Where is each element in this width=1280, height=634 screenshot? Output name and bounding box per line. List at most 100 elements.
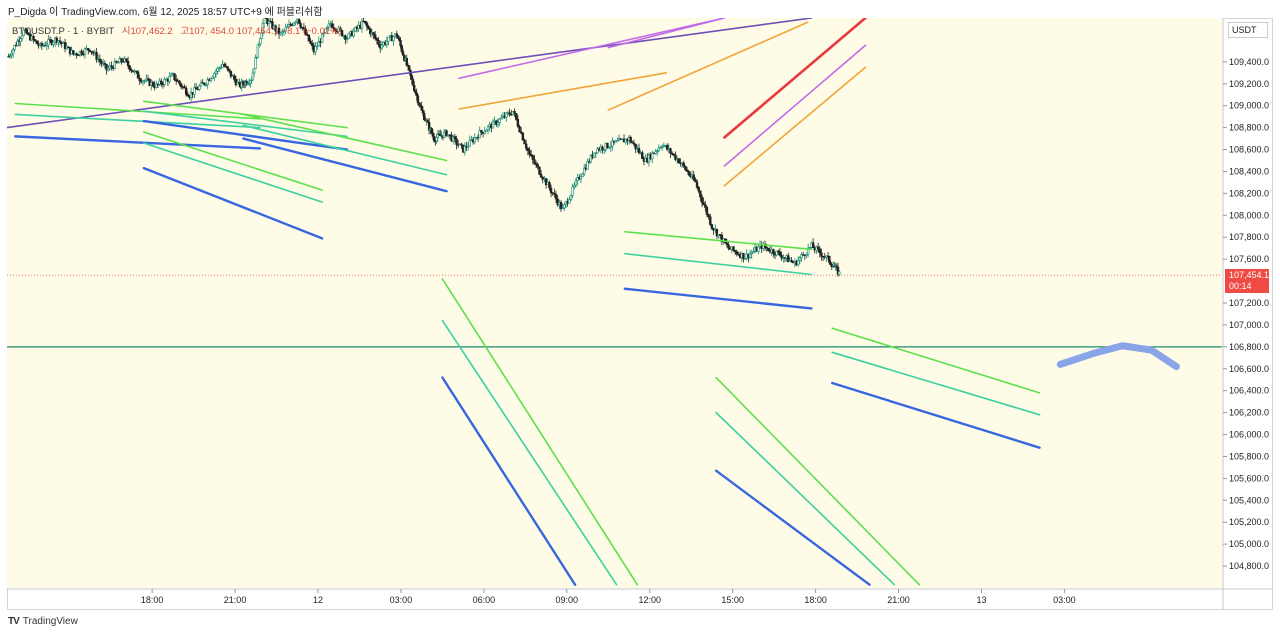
trendline-teal[interactable] [624, 252, 813, 276]
symbol-legend[interactable]: BTCUSDT.P · 1 · BYBIT 시107,462.2 고107, 4… [12, 23, 342, 37]
trendline-teal[interactable] [242, 124, 448, 176]
trendline-lime[interactable] [831, 327, 1041, 394]
trendline-orange[interactable] [607, 21, 809, 111]
price-tick-label: 107,600.0 [1229, 254, 1269, 264]
candle-body [255, 57, 258, 59]
candle-body [473, 137, 476, 143]
candle-body [415, 92, 418, 97]
candle-body [797, 259, 800, 266]
trendline-lime[interactable] [242, 113, 448, 162]
trendline-teal[interactable] [143, 142, 323, 203]
candle-body [396, 35, 400, 39]
trendline-lime[interactable] [14, 102, 261, 120]
trendline-teal[interactable] [441, 319, 618, 586]
candle-body [700, 196, 704, 203]
candle-body [262, 18, 266, 24]
plot-area[interactable] [7, 18, 1222, 588]
trendline-blue[interactable] [441, 376, 577, 586]
candle-body [442, 132, 446, 138]
candle-body [304, 28, 307, 35]
candle-body [229, 70, 233, 77]
trendline-lime[interactable] [715, 376, 921, 586]
candle-body [515, 113, 518, 120]
candle-body [302, 27, 306, 30]
price-chart[interactable]: 109,400.0 109,200.0 109,000.0 108,800.0 108,… [7, 18, 1273, 610]
candle-body [377, 40, 380, 45]
candle-body [732, 246, 735, 251]
footer-brand[interactable]: TV TradingView [8, 616, 78, 627]
price-tick-label: 109,200.0 [1229, 79, 1269, 89]
trendline-blue[interactable] [142, 166, 324, 240]
candle-body [539, 173, 543, 178]
trendline-teal[interactable] [14, 113, 261, 129]
candle-body [334, 28, 337, 32]
trendline-blue[interactable] [242, 137, 448, 193]
candle-body [463, 145, 467, 153]
trendline-blue[interactable] [142, 119, 349, 151]
candle-body [173, 73, 176, 80]
candle-body [651, 152, 654, 160]
candle-body [455, 138, 458, 145]
candle-body [77, 54, 80, 56]
candle-body [286, 26, 289, 29]
trendline-teal[interactable] [831, 351, 1041, 416]
candle-body [170, 74, 173, 77]
candle-body [103, 63, 107, 65]
trendline-blue[interactable] [623, 287, 813, 310]
trendline-blue[interactable] [14, 135, 262, 150]
currency-unit-button[interactable]: USDT [1228, 22, 1268, 38]
candle-body [20, 35, 24, 39]
trendline-blue[interactable] [714, 469, 871, 586]
trendline-violet[interactable] [607, 18, 726, 49]
candle-body [534, 163, 538, 165]
candle-body [233, 75, 236, 80]
time-tick-label: 21:00 [887, 595, 910, 605]
trendline-violet[interactable] [723, 44, 867, 167]
trendline-orange[interactable] [458, 72, 668, 110]
candle-body [369, 28, 372, 35]
time-tick-label: 18:00 [141, 595, 164, 605]
candle-body [500, 117, 503, 120]
candle-body [637, 148, 641, 153]
candle-body [322, 32, 326, 35]
candle-body [787, 255, 790, 263]
trendline-blue[interactable] [831, 381, 1041, 449]
candle-body [657, 147, 661, 151]
candle-body [314, 46, 317, 53]
trendline-orange[interactable] [723, 66, 867, 187]
price-tick-label: 105,000.0 [1229, 539, 1269, 549]
candle-body [88, 49, 92, 52]
time-tick-label: 21:00 [224, 595, 247, 605]
trendline-lime[interactable] [624, 230, 813, 251]
candle-body [16, 40, 19, 46]
candle-body [427, 122, 431, 131]
trendline-teal[interactable] [143, 110, 348, 138]
trendline-lime[interactable] [143, 131, 323, 191]
price-tick-label: 104,800.0 [1229, 561, 1269, 571]
ohlc-change: −8.1 (−0.01%) [281, 26, 342, 37]
time-tick-label: 12:00 [638, 595, 661, 605]
candle-body [98, 58, 102, 62]
price-tick-label: 108,000.0 [1229, 210, 1269, 220]
candle-body [634, 143, 637, 150]
symbol-name[interactable]: BTCUSDT.P · 1 · BYBIT [12, 26, 115, 37]
candle-body [168, 76, 171, 82]
candle-body [399, 40, 402, 46]
candle-body [516, 119, 520, 127]
trendline-red[interactable] [723, 18, 867, 139]
trendline-purple[interactable] [7, 18, 813, 129]
time-tick-label: 18:00 [804, 595, 827, 605]
trendline-violet[interactable] [458, 18, 726, 80]
brush-sketch-arc[interactable] [1056, 342, 1180, 371]
trendline-teal[interactable] [715, 411, 896, 586]
candle-body [544, 178, 548, 186]
candle-body [460, 143, 463, 146]
candle-body [757, 246, 760, 252]
candle-body [660, 146, 664, 148]
candle-body [672, 153, 675, 156]
candle-body [594, 152, 598, 154]
trendline-lime[interactable] [441, 278, 639, 586]
ohlc-last: 107,454.1 [236, 26, 279, 37]
candle-body [468, 139, 471, 147]
candle-body [531, 155, 535, 160]
